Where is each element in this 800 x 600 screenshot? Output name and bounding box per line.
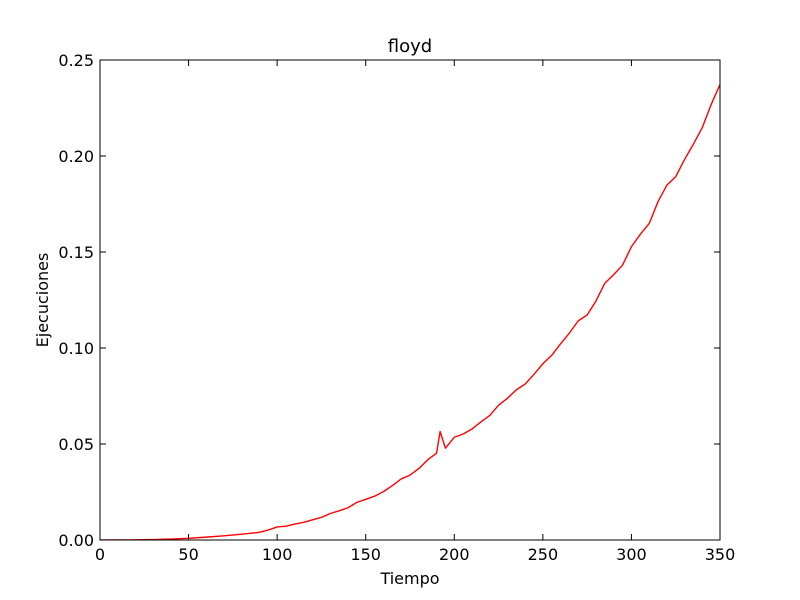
y-axis-label: Ejecuciones bbox=[33, 253, 52, 348]
series-line-0 bbox=[100, 84, 720, 540]
x-tick-label: 50 bbox=[178, 545, 198, 564]
x-axis-label: Tiempo bbox=[379, 569, 439, 588]
x-tick-label: 250 bbox=[528, 545, 559, 564]
chart-title: floyd bbox=[388, 36, 432, 57]
y-tick-label: 0.10 bbox=[58, 339, 94, 358]
x-tick-label: 100 bbox=[262, 545, 293, 564]
y-tick-label: 0.00 bbox=[58, 531, 94, 550]
axes-frame bbox=[99, 59, 721, 541]
x-tick-label: 150 bbox=[350, 545, 381, 564]
x-tick-label: 200 bbox=[439, 545, 470, 564]
y-tick-label: 0.15 bbox=[58, 243, 94, 262]
x-tick-label: 300 bbox=[616, 545, 647, 564]
plot-area: 0 50 100 150 200 250 300 350 0.00 0.05 0.10 0.15 0.2… bbox=[58, 51, 735, 564]
x-tick-label: 0 bbox=[95, 545, 105, 564]
y-tick-label: 0.05 bbox=[58, 435, 94, 454]
x-tick-label: 350 bbox=[705, 545, 736, 564]
y-tick-label: 0.20 bbox=[58, 147, 94, 166]
y-tick-label: 0.25 bbox=[58, 51, 94, 70]
